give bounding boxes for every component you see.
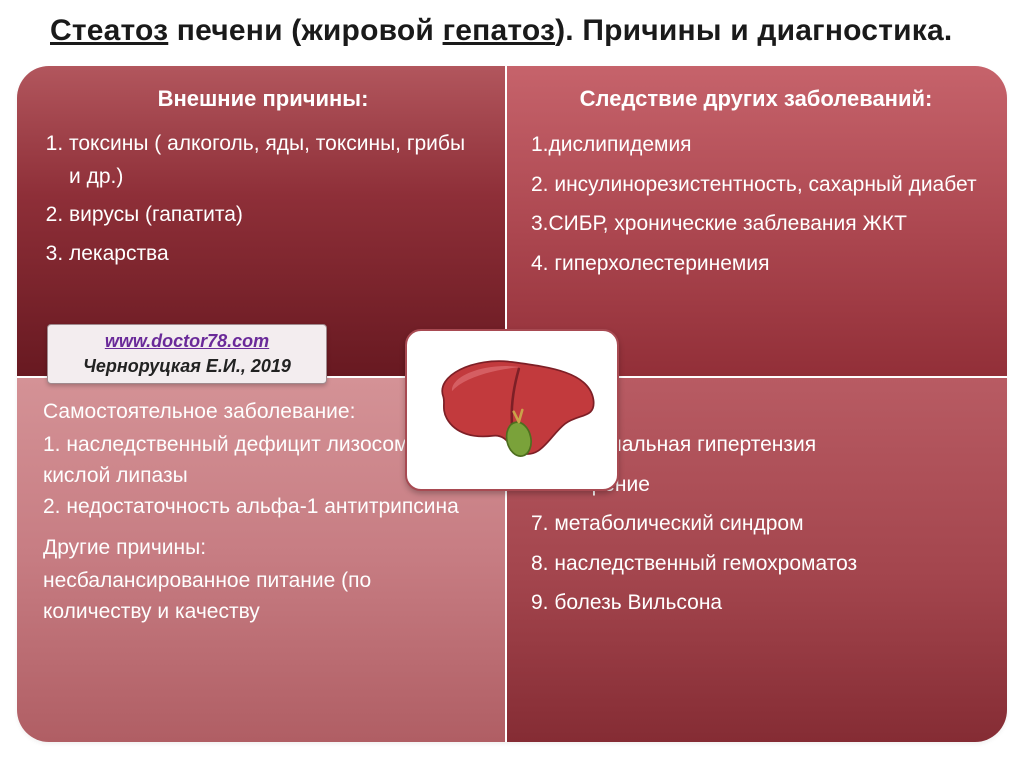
br-item: 7. метаболический синдром xyxy=(531,507,981,541)
tl-item: вирусы (гапатита) xyxy=(69,199,479,232)
bl-heading-2: Другие причины: xyxy=(43,532,475,563)
br-item: 8. наследственный гемохроматоз xyxy=(531,547,981,581)
title-underline-1: Стеатоз xyxy=(50,14,168,47)
tr-item: 2. инсулинорезистентность, сахарный диаб… xyxy=(531,168,981,202)
tr-item: 3.СИБР, хронические заблевания ЖКТ xyxy=(531,207,981,241)
br-item: 9. болезь Вильсона xyxy=(531,586,981,620)
liver-illustration-frame xyxy=(405,329,619,491)
source-url: www.doctor78.com xyxy=(54,331,320,352)
title-mid-2: ). Причины и диагностика. xyxy=(555,14,952,47)
quadrant-grid: Внешние причины: токсины ( алкоголь, яды… xyxy=(17,66,1007,742)
tr-list: 1.дислипидемия 2. инсулинорезистентность… xyxy=(531,128,981,280)
tl-heading: Внешние причины: xyxy=(47,86,479,112)
tr-item: 1.дислипидемия xyxy=(531,128,981,162)
source-box: www.doctor78.com Черноруцкая Е.И., 2019 xyxy=(47,324,327,384)
liver-icon xyxy=(422,350,602,470)
page-title: Стеатоз печени (жировой гепатоз). Причин… xyxy=(50,14,1008,48)
tr-heading: Следствие других заболеваний: xyxy=(531,86,981,112)
source-author: Черноруцкая Е.И., 2019 xyxy=(54,356,320,377)
tr-item: 4. гиперхолестеринемия xyxy=(531,247,981,281)
title-mid-1: печени (жировой xyxy=(168,14,442,47)
tl-item: токсины ( алкоголь, яды, токсины, грибы … xyxy=(69,128,479,193)
tl-list: токсины ( алкоголь, яды, токсины, грибы … xyxy=(47,128,479,270)
title-underline-2: гепатоз xyxy=(443,14,556,47)
bl-item: несбалансированное питание (по количеств… xyxy=(43,565,475,627)
bl-item: 2. недостаточность альфа-1 антитрипсина xyxy=(43,491,475,522)
tl-item: лекарства xyxy=(69,238,479,271)
